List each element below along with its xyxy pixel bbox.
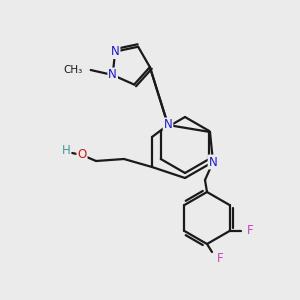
Text: N: N xyxy=(164,118,172,131)
Text: CH₃: CH₃ xyxy=(63,65,83,75)
Text: F: F xyxy=(247,224,253,238)
Text: F: F xyxy=(217,251,224,265)
Text: H: H xyxy=(61,145,70,158)
Text: O: O xyxy=(77,148,87,161)
Text: N: N xyxy=(208,155,217,169)
Text: N: N xyxy=(108,68,117,82)
Text: N: N xyxy=(111,45,119,58)
